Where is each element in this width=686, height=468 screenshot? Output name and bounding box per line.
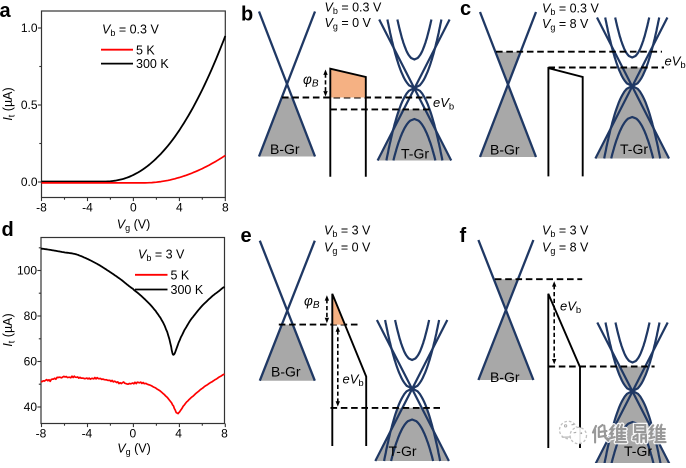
svg-text:4: 4 <box>175 427 182 441</box>
svg-text:-4: -4 <box>82 427 93 441</box>
svg-text:80: 80 <box>24 309 38 323</box>
svg-text:Vg (V): Vg (V) <box>117 442 151 458</box>
svg-text:-8: -8 <box>36 427 47 441</box>
svg-text:a: a <box>0 0 12 22</box>
svg-text:5 K: 5 K <box>136 43 155 57</box>
svg-text:0: 0 <box>130 201 137 215</box>
svg-text:0.5: 0.5 <box>21 98 38 112</box>
svg-text:Vb = 3 V: Vb = 3 V <box>324 224 371 240</box>
svg-text:Vg = 8 V: Vg = 8 V <box>542 241 589 257</box>
svg-text:5 K: 5 K <box>171 269 190 283</box>
svg-text:f: f <box>460 225 467 247</box>
svg-text:0: 0 <box>129 427 136 441</box>
svg-text:Vg (V): Vg (V) <box>117 218 151 234</box>
svg-text:Vg = 8 V: Vg = 8 V <box>542 17 589 33</box>
svg-text:8: 8 <box>221 427 228 441</box>
svg-text:d: d <box>2 219 14 241</box>
svg-text:-4: -4 <box>82 201 93 215</box>
svg-text:300 K: 300 K <box>171 283 204 297</box>
svg-text:B-Gr: B-Gr <box>490 369 520 385</box>
svg-text:T-Gr: T-Gr <box>389 443 417 459</box>
svg-text:8: 8 <box>222 201 229 215</box>
svg-text:e: e <box>241 225 252 247</box>
svg-text:c: c <box>460 0 471 20</box>
svg-text:100: 100 <box>17 264 37 278</box>
svg-text:T-Gr: T-Gr <box>624 443 652 459</box>
svg-text:B-Gr: B-Gr <box>490 142 520 158</box>
svg-text:b: b <box>241 4 253 26</box>
svg-text:-8: -8 <box>36 201 47 215</box>
svg-text:0.0: 0.0 <box>21 175 38 189</box>
svg-text:Vg = 0 V: Vg = 0 V <box>325 16 372 32</box>
svg-text:B-Gr: B-Gr <box>271 364 301 380</box>
svg-text:Vb = 3 V: Vb = 3 V <box>542 224 589 240</box>
svg-text:60: 60 <box>24 355 38 369</box>
svg-text:1.0: 1.0 <box>21 21 38 35</box>
svg-text:Vg = 0 V: Vg = 0 V <box>324 241 371 257</box>
svg-text:B-Gr: B-Gr <box>270 141 300 157</box>
svg-text:300 K: 300 K <box>136 57 169 71</box>
svg-text:Vb = 3 V: Vb = 3 V <box>138 248 185 264</box>
svg-text:T-Gr: T-Gr <box>620 141 648 157</box>
svg-text:T-Gr: T-Gr <box>401 146 429 162</box>
svg-text:40: 40 <box>24 400 38 414</box>
svg-text:4: 4 <box>176 201 183 215</box>
